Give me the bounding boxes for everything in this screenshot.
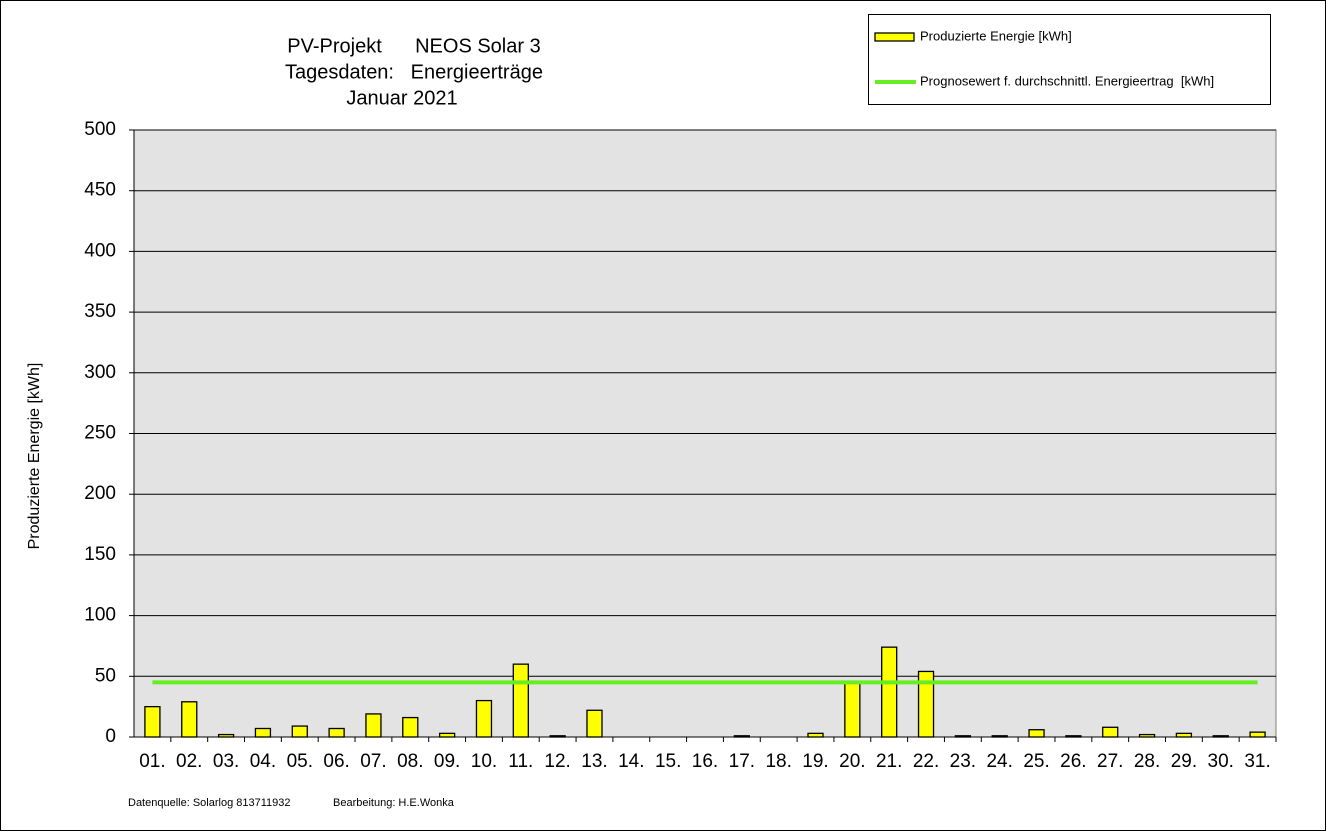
bar xyxy=(328,727,345,738)
bar xyxy=(991,735,1008,738)
x-tick-label: 20. xyxy=(839,751,865,772)
bar xyxy=(144,706,161,738)
x-tick-label: 30. xyxy=(1208,751,1234,772)
x-tick-label: 03. xyxy=(213,751,239,772)
y-axis-label: Produzierte Energie [kWh] xyxy=(26,363,43,550)
bar xyxy=(549,735,566,738)
x-tick-label: 02. xyxy=(176,751,202,772)
bar xyxy=(217,733,235,738)
y-tick-label: 500 xyxy=(84,119,116,140)
x-tick-label: 04. xyxy=(250,751,276,772)
x-tick-label: 21. xyxy=(876,751,902,772)
x-tick-label: 18. xyxy=(765,751,791,772)
x-tick-label: 05. xyxy=(287,751,313,772)
x-tick-label: 29. xyxy=(1171,751,1197,772)
bar xyxy=(475,699,493,738)
bar xyxy=(1102,726,1119,738)
y-tick-label: 150 xyxy=(84,544,116,565)
x-tick-label: 28. xyxy=(1134,751,1160,772)
bar xyxy=(586,709,603,738)
bar xyxy=(954,735,972,738)
x-tick-label: 25. xyxy=(1023,751,1049,772)
x-tick-label: 22. xyxy=(913,751,939,772)
y-tick-label: 0 xyxy=(105,726,116,747)
x-tick-label: 16. xyxy=(692,751,718,772)
x-tick-label: 12. xyxy=(544,751,570,772)
x-tick-label: 19. xyxy=(802,751,828,772)
footnote: Bearbeitung: H.E.Wonka xyxy=(333,797,455,809)
footnote: Datenquelle: Solarlog 813711932 xyxy=(128,797,290,809)
bar xyxy=(1175,732,1193,738)
legend-label: Produzierte Energie [kWh] xyxy=(920,28,1072,43)
bar xyxy=(365,713,382,738)
bar xyxy=(807,732,824,738)
x-tick-label: 26. xyxy=(1060,751,1086,772)
x-tick-label: 14. xyxy=(618,751,644,772)
bar xyxy=(512,663,529,738)
x-tick-label: 31. xyxy=(1244,751,1270,772)
x-tick-label: 27. xyxy=(1097,751,1123,772)
bar xyxy=(181,701,198,738)
bar xyxy=(1249,731,1266,738)
bar xyxy=(881,646,898,738)
bar xyxy=(733,735,750,738)
x-tick-label: 23. xyxy=(950,751,976,772)
chart-title: Tagesdaten: Energieerträge xyxy=(285,61,543,83)
y-tick-label: 400 xyxy=(84,240,116,261)
chart-title: PV-Projekt NEOS Solar 3 xyxy=(287,35,540,57)
chart-title: Januar 2021 xyxy=(346,87,457,109)
y-tick-label: 50 xyxy=(95,665,116,686)
bar xyxy=(1065,735,1082,738)
x-tick-label: 24. xyxy=(986,751,1012,772)
y-tick-label: 100 xyxy=(84,605,116,626)
x-tick-label: 09. xyxy=(434,751,460,772)
bar xyxy=(291,725,308,738)
y-tick-label: 200 xyxy=(84,483,116,504)
bar xyxy=(917,670,935,738)
x-tick-label: 06. xyxy=(323,751,349,772)
legend-swatch xyxy=(874,32,915,42)
y-tick-label: 450 xyxy=(84,180,116,201)
bar xyxy=(1138,733,1156,738)
x-tick-label: 10. xyxy=(471,751,497,772)
x-tick-label: 17. xyxy=(729,751,755,772)
bar xyxy=(402,716,419,738)
y-tick-label: 250 xyxy=(84,423,116,444)
legend xyxy=(868,14,1271,105)
x-tick-label: 07. xyxy=(360,751,386,772)
bar xyxy=(844,681,861,738)
bar xyxy=(1212,735,1229,738)
legend-label: Prognosewert f. durchschnittl. Energieer… xyxy=(920,73,1214,88)
bar xyxy=(254,727,272,738)
x-tick-label: 15. xyxy=(655,751,681,772)
x-tick-label: 01. xyxy=(139,751,165,772)
bar xyxy=(1028,729,1045,738)
y-tick-label: 300 xyxy=(84,362,116,383)
x-tick-label: 13. xyxy=(581,751,607,772)
x-tick-label: 08. xyxy=(397,751,423,772)
bar xyxy=(438,732,456,738)
x-tick-label: 11. xyxy=(508,751,533,772)
y-tick-label: 350 xyxy=(84,301,116,322)
